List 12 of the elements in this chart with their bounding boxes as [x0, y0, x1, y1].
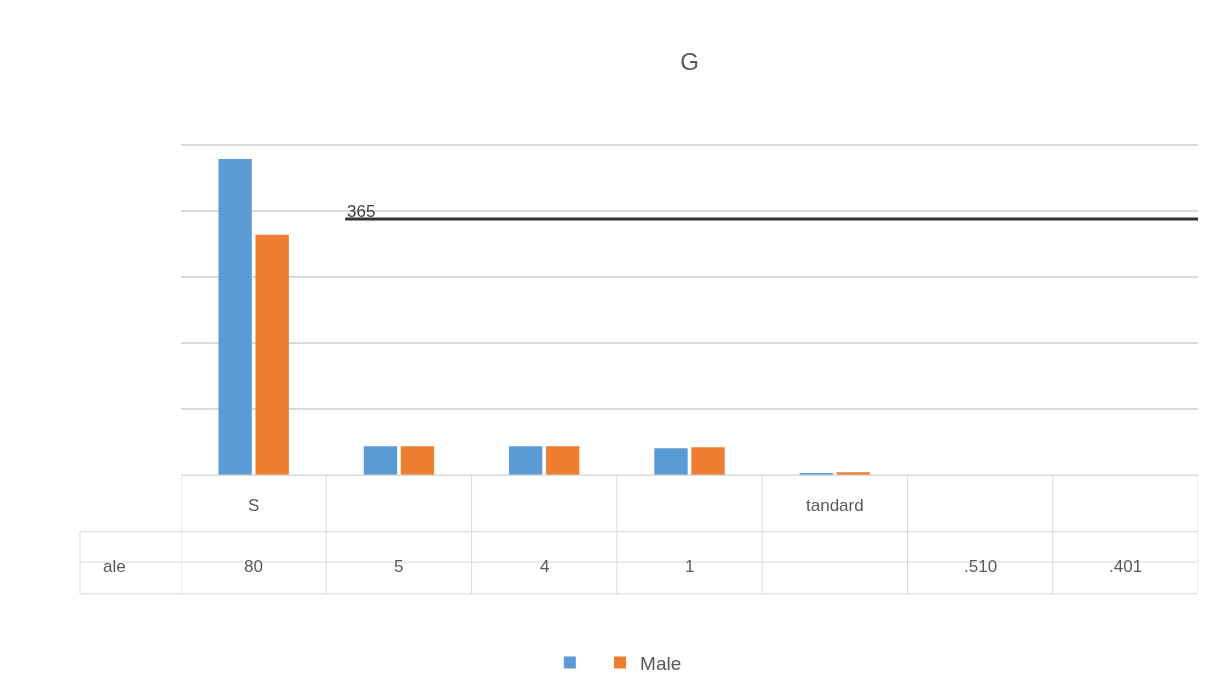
- x-tick-label: S: [248, 496, 260, 515]
- text: .401: [1109, 557, 1143, 576]
- text: .510: [964, 557, 998, 576]
- text: 1: [685, 557, 695, 576]
- chart-title: G: [680, 48, 699, 76]
- text: 80: [244, 557, 263, 576]
- x-tick-label: tandard: [806, 496, 864, 515]
- text: 5: [394, 557, 404, 576]
- annotation: 365: [347, 202, 376, 221]
- text: ale: [103, 557, 126, 576]
- text: 4: [540, 557, 550, 576]
- legend-label: Male: [640, 652, 682, 674]
